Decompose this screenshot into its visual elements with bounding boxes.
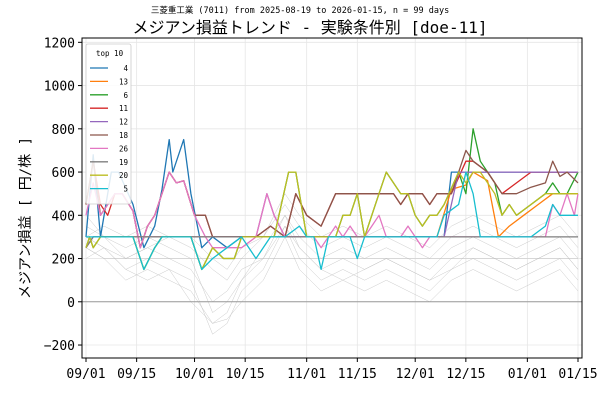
legend-label-19: 19 (119, 158, 128, 167)
y-axis-ticks: −200 0 200 400 600 800 1000 1200 (44, 36, 82, 354)
legend-label-20: 20 (119, 171, 129, 180)
legend-label-26: 26 (119, 144, 129, 153)
x-tick-label: 11/15 (338, 367, 377, 382)
y-axis-label: メジアン損益 [ 円/株 ] (18, 137, 34, 299)
legend-label-4: 4 (123, 64, 128, 73)
x-tick-label: 01/01 (508, 367, 547, 382)
x-axis-ticks: 09/01 09/15 10/01 10/15 11/01 11/15 12/01 12/15… (66, 358, 598, 382)
x-tick-label: 09/01 (66, 367, 105, 382)
series-line-5 (86, 171, 578, 271)
legend-box (85, 43, 132, 205)
legend-title: top 10 (96, 49, 124, 58)
legend-label-11: 11 (119, 104, 128, 113)
x-tick-label: 12/15 (446, 367, 485, 382)
y-tick-label: 200 (52, 253, 75, 268)
legend: top 10 4 13 6 11 12 18 26 19 20 5 (85, 43, 132, 205)
y-tick-label: −200 (44, 339, 75, 354)
x-tick-label: 09/15 (117, 367, 156, 382)
legend-label-18: 18 (119, 131, 129, 140)
x-tick-label: 01/15 (558, 367, 597, 382)
y-tick-label: 400 (52, 209, 75, 224)
legend-label-12: 12 (119, 118, 128, 127)
legend-label-5: 5 (123, 185, 128, 194)
legend-label-6: 6 (123, 91, 128, 100)
y-tick-label: 1200 (44, 36, 75, 51)
legend-label-13: 13 (119, 77, 128, 86)
grid (82, 38, 582, 358)
chart-title: メジアン損益トレンド - 実験条件別 [doe-11] (133, 18, 488, 37)
x-tick-label: 11/01 (287, 367, 326, 382)
x-tick-label: 12/01 (396, 367, 435, 382)
y-tick-label: 1000 (44, 80, 75, 95)
plot-area (82, 38, 582, 358)
x-tick-label: 10/01 (175, 367, 214, 382)
chart-subtitle: 三菱重工業 (7011) from 2025-08-19 to 2026-01-… (151, 5, 449, 16)
y-tick-label: 600 (52, 166, 75, 181)
background-series-line (85, 247, 578, 259)
series-lines (85, 128, 579, 271)
y-tick-label: 800 (52, 123, 75, 138)
plot-border (81, 37, 583, 359)
legend-items: 4 13 6 11 12 18 26 19 20 5 (90, 64, 128, 194)
background-series-line (85, 236, 579, 324)
y-tick-label: 0 (67, 296, 75, 311)
x-tick-label: 10/15 (226, 367, 265, 382)
